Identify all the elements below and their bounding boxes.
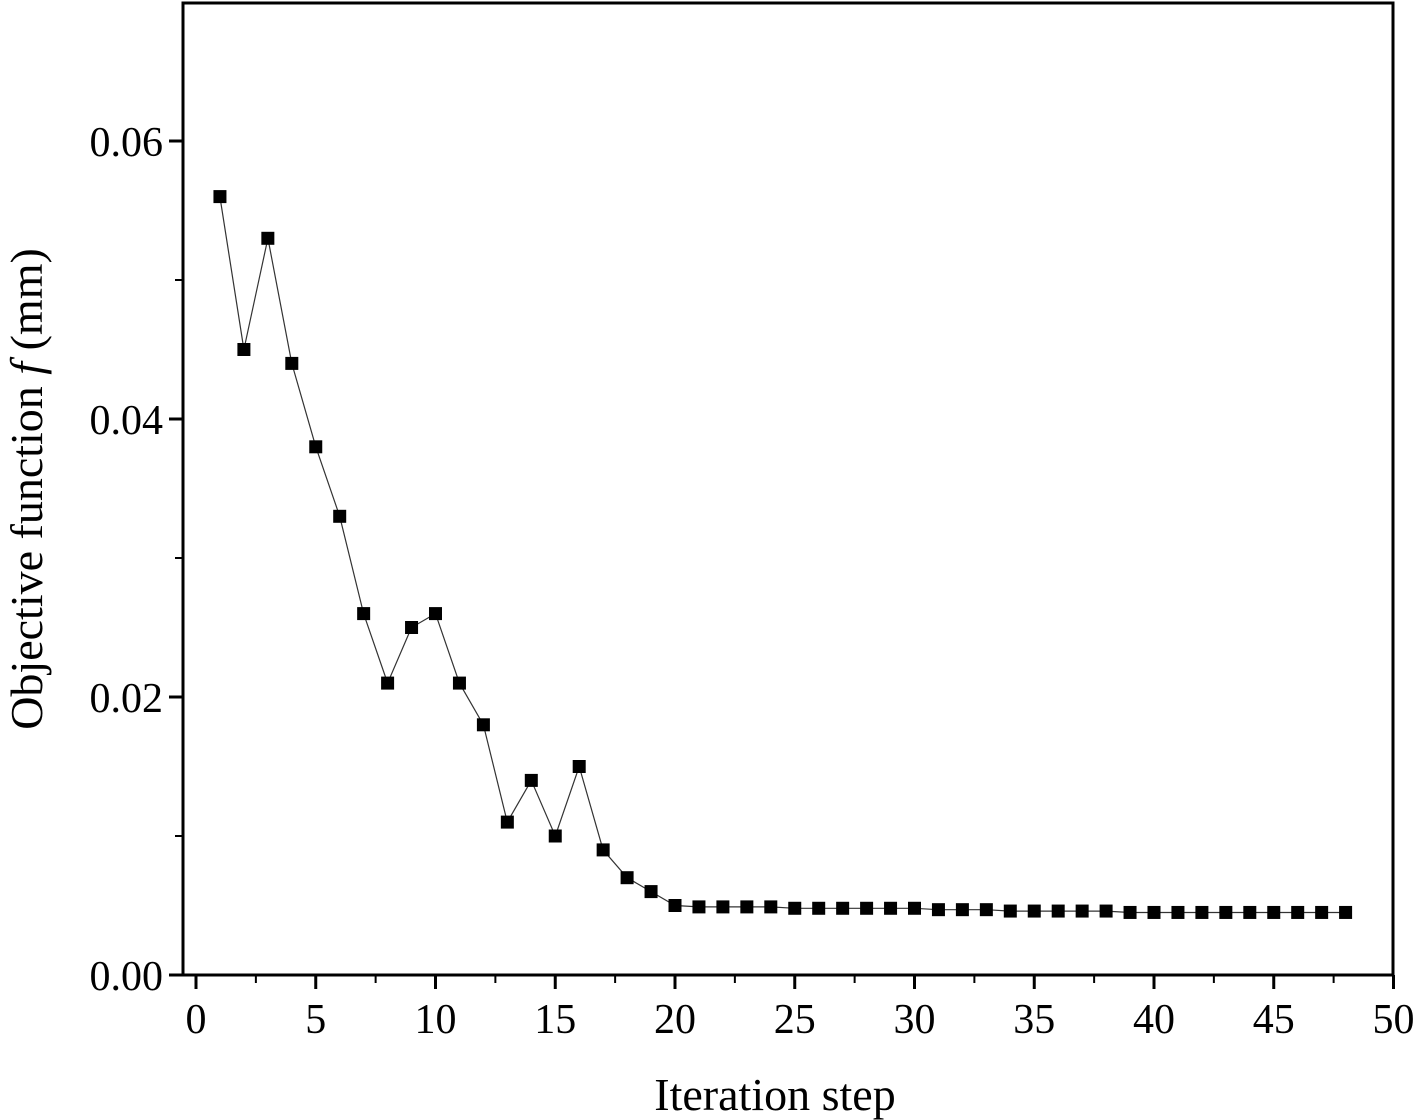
data-point <box>548 829 562 843</box>
x-tick-label: 15 <box>534 997 576 1043</box>
x-tick-label: 50 <box>1373 997 1415 1043</box>
data-point <box>452 676 466 690</box>
data-point <box>668 899 682 912</box>
y-tick-label: 0.02 <box>90 676 164 722</box>
y-axis-title-suffix: (mm) <box>1 248 52 362</box>
plot-frame <box>181 1 1395 977</box>
data-point <box>1339 905 1353 919</box>
x-tick-label: 45 <box>1253 997 1295 1043</box>
data-point <box>716 900 730 914</box>
x-tick-label: 35 <box>1013 997 1055 1043</box>
y-axis-title: Objective function f (mm) <box>1 248 52 730</box>
data-point <box>429 607 442 621</box>
data-point <box>692 900 706 914</box>
data-point <box>860 901 874 915</box>
series-line <box>219 196 1346 914</box>
data-point <box>1123 905 1137 919</box>
data-point <box>836 901 850 915</box>
data-point <box>740 900 754 914</box>
data-point <box>788 901 802 915</box>
y-tick-label: 0.00 <box>90 954 164 1000</box>
data-point <box>955 903 969 917</box>
data-point <box>213 190 227 204</box>
data-point <box>884 901 898 915</box>
data-point <box>524 773 538 787</box>
data-point <box>620 871 634 885</box>
x-tick-label: 0 <box>186 997 207 1043</box>
data-point <box>1051 904 1065 918</box>
data-point <box>357 607 371 621</box>
data-point <box>1027 904 1041 918</box>
data-point <box>405 621 419 634</box>
data-point <box>931 903 945 917</box>
data-point <box>644 885 658 899</box>
data-point <box>979 903 993 917</box>
data-point <box>309 440 323 454</box>
y-tick-label: 0.06 <box>90 120 164 166</box>
data-point <box>1099 904 1113 918</box>
data-point <box>1243 905 1257 919</box>
data-point <box>1267 905 1281 919</box>
data-point <box>1003 904 1017 918</box>
x-tick-label: 5 <box>305 997 326 1043</box>
data-point <box>764 900 778 914</box>
x-tick-label: 40 <box>1133 997 1175 1043</box>
data-point <box>500 815 514 829</box>
data-point <box>1315 905 1329 919</box>
data-point <box>285 356 299 370</box>
data-point <box>237 343 251 356</box>
y-axis-title-prefix: Objective function <box>1 375 52 730</box>
x-tick-label: 20 <box>654 997 696 1043</box>
data-point <box>1075 904 1089 918</box>
data-point <box>476 718 490 732</box>
series <box>213 190 1353 919</box>
data-point <box>812 901 826 915</box>
data-point <box>1195 905 1209 919</box>
data-point <box>596 843 610 857</box>
data-point <box>1219 905 1233 919</box>
data-point <box>333 509 347 523</box>
x-tick-label: 30 <box>894 997 936 1043</box>
data-point <box>1171 905 1185 919</box>
data-point <box>261 231 275 245</box>
data-point <box>1291 905 1305 919</box>
data-point <box>572 760 586 773</box>
x-axis-title: Iteration step <box>654 1069 895 1120</box>
y-tick-label: 0.04 <box>90 398 164 444</box>
x-tick-label: 10 <box>415 997 457 1043</box>
x-tick-label: 25 <box>774 997 816 1043</box>
data-point <box>381 676 395 690</box>
data-point <box>908 901 921 915</box>
data-point <box>1147 905 1161 919</box>
ticks: 0 5 10 15 20 25 30 35 40 45 50 0.00 0.02 0.04 0.06 <box>90 120 1415 1043</box>
